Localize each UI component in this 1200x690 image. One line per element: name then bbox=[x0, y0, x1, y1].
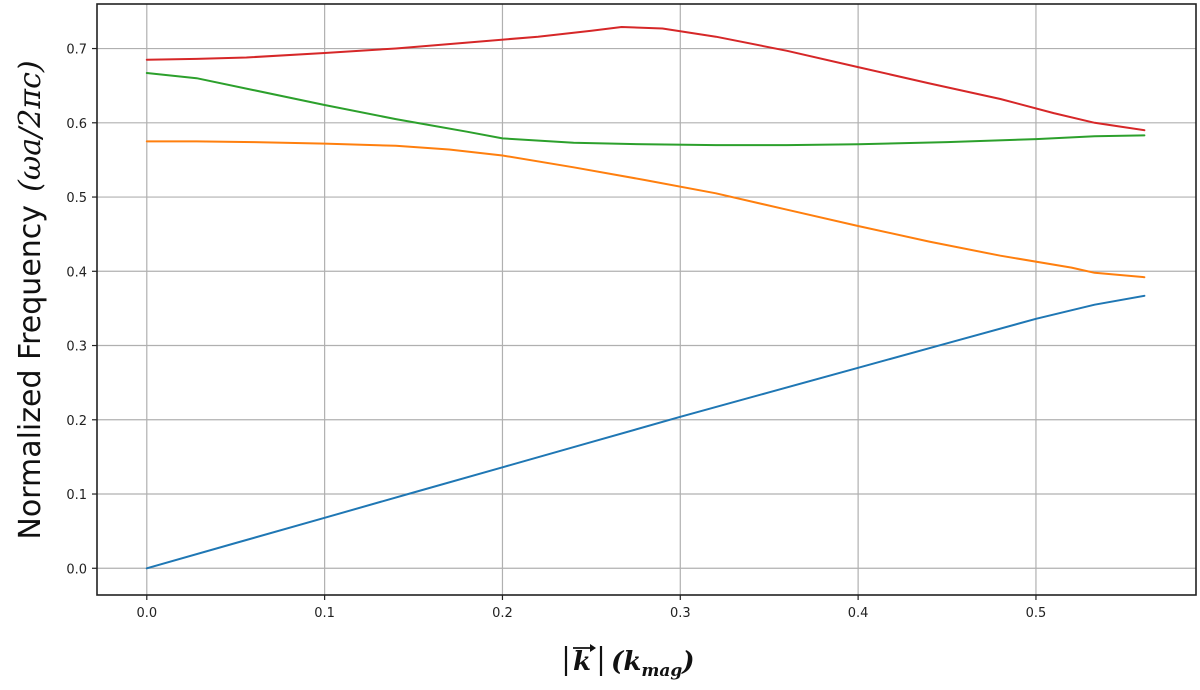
y-axis-label-math: (ωa/2πc) bbox=[13, 60, 48, 191]
x-tick-label: 0.3 bbox=[670, 606, 691, 621]
y-tick-label: 0.0 bbox=[66, 562, 87, 577]
vector-arrow-icon bbox=[573, 644, 596, 652]
x-tick-label: 0.1 bbox=[314, 606, 335, 621]
y-tick-label: 0.2 bbox=[66, 414, 87, 429]
y-tick-label: 0.6 bbox=[66, 117, 87, 132]
series-line-band-2 bbox=[145, 140, 1146, 279]
y-axis-label: Normalized Frequency (ωa/2πc) bbox=[13, 60, 48, 539]
y-tick-label: 0.5 bbox=[66, 191, 87, 206]
x-tick-label: 0.0 bbox=[136, 606, 157, 621]
y-tick-label: 0.1 bbox=[66, 488, 87, 503]
x-axis-label-k: k bbox=[573, 647, 591, 677]
axis-ticks: 0.0 0.1 0.2 0.3 0.4 0.5 0.0 0.1 0.2 0.3 0.4 0.5 0.6 0… bbox=[66, 43, 1046, 621]
data-series bbox=[145, 26, 1146, 570]
grid-lines bbox=[97, 4, 1196, 595]
series-line-band-3 bbox=[145, 72, 1146, 147]
x-axis-label-units: (kmag) bbox=[611, 647, 695, 681]
x-tick-label: 0.5 bbox=[1026, 606, 1047, 621]
y-tick-label: 0.7 bbox=[66, 43, 87, 58]
x-tick-label: 0.4 bbox=[848, 606, 869, 621]
plot-frame bbox=[96, 3, 1197, 596]
x-tick-label: 0.2 bbox=[492, 606, 513, 621]
y-tick-label: 0.4 bbox=[66, 265, 87, 280]
svg-text:Normalized Frequency (: Normalized Frequency (ωa/2πc) bbox=[13, 60, 48, 539]
y-axis-label-text: Normalized Frequency bbox=[13, 205, 48, 540]
series-line-band-1 bbox=[145, 294, 1146, 570]
series-line-band-4 bbox=[145, 26, 1146, 132]
y-tick-label: 0.3 bbox=[66, 340, 87, 355]
x-axis-label: k (kmag) bbox=[564, 644, 695, 681]
